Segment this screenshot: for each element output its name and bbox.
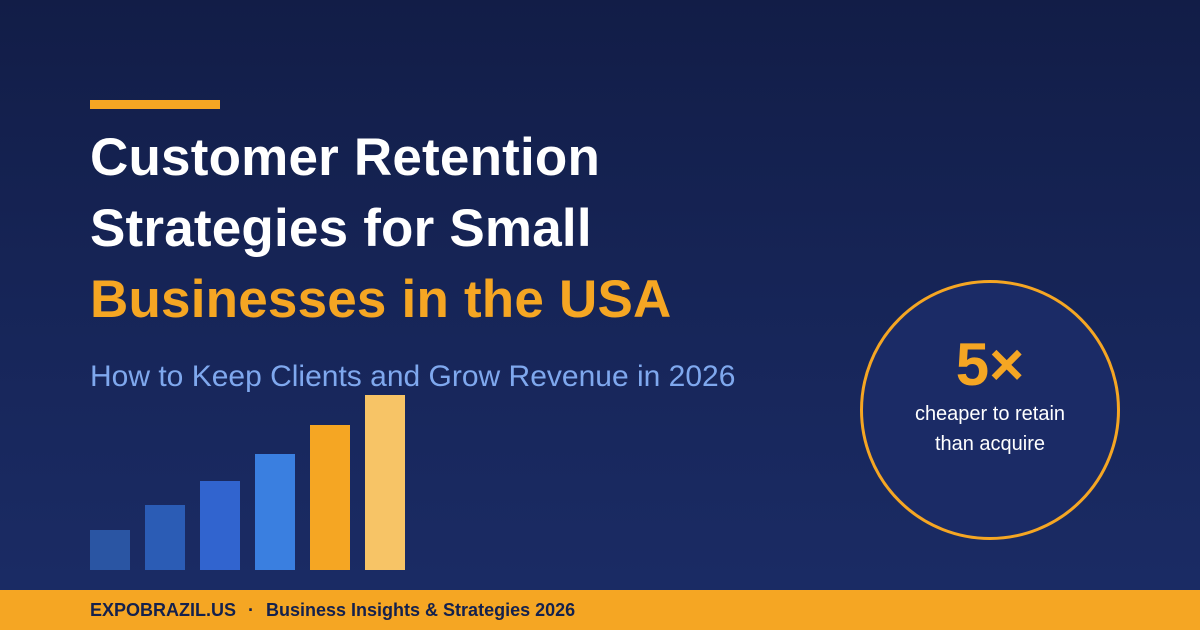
stat-caption-line-2: than acquire — [934, 433, 1046, 455]
growth-bar — [255, 454, 295, 570]
footer-bar: EXPOBRAZIL.US · Business Insights & Stra… — [0, 590, 1200, 630]
growth-bars-graphic — [90, 395, 410, 570]
stat-value: 5× — [955, 331, 1025, 398]
growth-bar — [145, 505, 185, 570]
stat-circle: 5× cheaper to retain than acquire — [860, 280, 1120, 540]
headline-line-3: Businesses in the USA — [90, 270, 672, 329]
growth-bar — [310, 425, 350, 570]
growth-bar — [90, 530, 130, 570]
stat-caption-line-1: cheaper to retain — [914, 403, 1066, 425]
headline-line-2: Strategies for Small — [90, 199, 592, 258]
accent-bar — [90, 100, 220, 109]
headline: Customer Retention Strategies for Small … — [90, 122, 671, 335]
footer-separator: · — [248, 599, 255, 620]
footer-tagline: Business Insights & Strategies 2026 — [266, 599, 576, 620]
growth-bar — [365, 395, 405, 570]
subtitle: How to Keep Clients and Grow Revenue in … — [90, 360, 736, 393]
headline-line-1: Customer Retention — [90, 128, 601, 187]
growth-bar — [200, 481, 240, 570]
footer-brand: EXPOBRAZIL.US — [90, 599, 237, 620]
stat-caption: cheaper to retain than acquire — [915, 399, 1065, 459]
